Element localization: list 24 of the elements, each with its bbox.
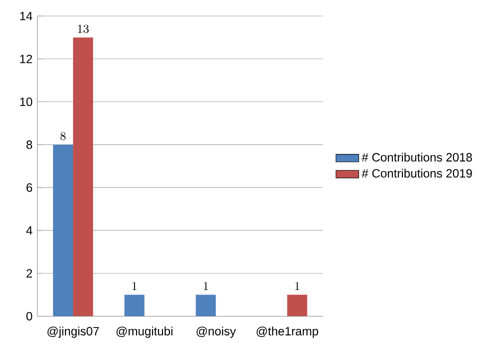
x-tick-label: @the1ramp [256, 326, 318, 338]
y-tick-label: 0 [26, 312, 32, 321]
legend-label: # Contributions 2019 [362, 168, 472, 178]
bar [287, 294, 308, 316]
y-tick-label: 14 [20, 12, 32, 20]
x-tick-label: @jingis07 [48, 326, 99, 338]
y-tick-label: 10 [20, 98, 32, 106]
y-tick-label: 2 [26, 269, 32, 278]
y-tick-label: 6 [26, 183, 32, 192]
y-tick-label: 12 [20, 54, 32, 64]
data-label: 1 [132, 282, 137, 290]
x-tick-label: @mugitubi [116, 326, 172, 338]
data-label: 13 [78, 24, 89, 34]
bar [124, 294, 144, 316]
data-label: 1 [295, 282, 300, 290]
bar [73, 38, 94, 316]
data-label: 8 [60, 132, 66, 140]
data-label: 1 [204, 282, 208, 290]
y-tick-label: 4 [26, 226, 32, 235]
bar [196, 294, 216, 316]
y-tick-label: 8 [26, 140, 32, 149]
bar [53, 144, 74, 316]
x-tick-label: @noisy [196, 326, 236, 338]
legend-label: # Contributions 2018 [362, 152, 472, 162]
